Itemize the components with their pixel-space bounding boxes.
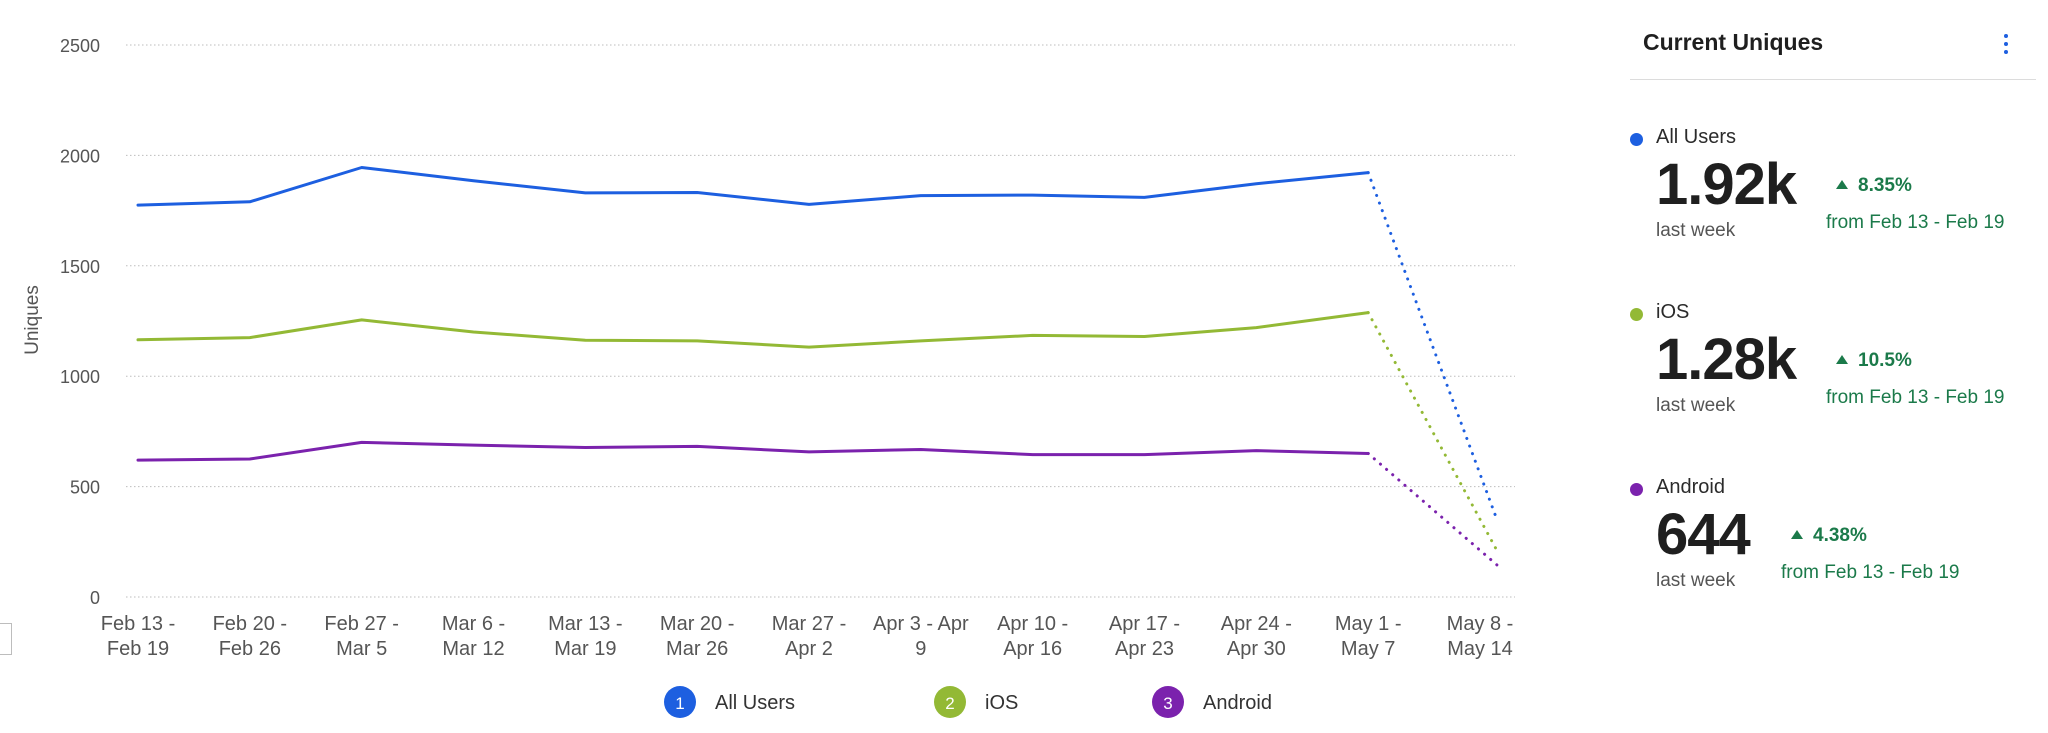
- series-dot-icon: [1630, 308, 1643, 321]
- x-tick-label: Feb 20 -Feb 26: [213, 613, 287, 660]
- y-axis-ticks: 0 500 1000 1500 2000 2500: [60, 36, 100, 608]
- metric-ios: iOS 1.28k last week 10.5% from Feb 13 - …: [1630, 299, 2036, 439]
- metric-name: Android: [1656, 476, 1725, 498]
- series-lines: [136, 166, 1499, 567]
- metric-change: 8.35%: [1836, 175, 1912, 197]
- chart-legend: 1 All Users 2 iOS 3 Android: [664, 686, 1272, 718]
- x-tick-label: Apr 10 -Apr 16: [997, 613, 1068, 660]
- x-tick-label: May 8 -May 14: [1447, 613, 1514, 660]
- metric-change: 10.5%: [1836, 350, 1912, 372]
- series-line-android: [136, 440, 1370, 462]
- uniques-line-chart: 0 500 1000 1500 2000 2500 Uniques Feb 13 -Feb…: [22, 36, 1515, 718]
- x-tick-label: Feb 13 -Feb 19: [101, 613, 175, 660]
- y-tick-label: 1000: [60, 367, 100, 387]
- metric-all-users: All Users 1.92k last week 8.35% from Feb…: [1630, 124, 2036, 264]
- metric-change-value: 4.38%: [1813, 525, 1867, 546]
- panel-title: Current Uniques: [1643, 29, 1824, 55]
- x-tick-label: Apr 3 - Apr 9: [873, 613, 969, 660]
- kebab-menu-icon[interactable]: [1998, 32, 2014, 58]
- legend-index: 1: [675, 694, 684, 713]
- legend-index-badge: [664, 686, 696, 718]
- series-projection-all-users: [1366, 171, 1499, 522]
- x-tick-label: Apr 17 -Apr 23: [1109, 613, 1180, 660]
- metric-change: 4.38%: [1791, 525, 1867, 547]
- legend-index: 2: [945, 694, 954, 713]
- y-tick-label: 500: [70, 478, 100, 498]
- y-tick-label: 2500: [60, 36, 100, 56]
- x-tick-label: Mar 27 -Apr 2: [772, 613, 846, 660]
- legend-label: All Users: [715, 692, 795, 714]
- series-line-ios: [136, 311, 1370, 349]
- y-axis-label: Uniques: [22, 285, 43, 355]
- metric-value: 1.28k: [1656, 327, 1797, 392]
- grid-lines: [126, 44, 1515, 598]
- collapse-handle[interactable]: [0, 623, 12, 655]
- triangle-up-icon: [1836, 180, 1848, 189]
- y-tick-label: 0: [90, 588, 100, 608]
- x-tick-label: Feb 27 -Mar 5: [324, 613, 398, 660]
- metric-period: last week: [1656, 220, 1736, 241]
- triangle-up-icon: [1836, 355, 1848, 364]
- metric-period: last week: [1656, 570, 1736, 591]
- x-tick-label: May 1 -May 7: [1335, 613, 1402, 660]
- metric-value: 1.92k: [1656, 152, 1797, 217]
- legend-label: Android: [1203, 692, 1272, 714]
- legend-index-badge: [1152, 686, 1184, 718]
- series-line-all-users: [136, 166, 1370, 207]
- y-tick-label: 1500: [60, 257, 100, 277]
- current-uniques-panel: Current Uniques All Users 1.92k last wee…: [1630, 0, 2040, 733]
- legend-index-badge: [934, 686, 966, 718]
- metric-name: iOS: [1656, 301, 1690, 323]
- metric-android: Android 644 last week 4.38% from Feb 13 …: [1630, 474, 2036, 614]
- x-tick-label: Mar 6 -Mar 12: [442, 613, 505, 660]
- series-dot-icon: [1630, 133, 1643, 146]
- legend-index: 3: [1163, 694, 1172, 713]
- series-dot-icon: [1630, 483, 1643, 496]
- metric-comparison: from Feb 13 - Feb 19: [1826, 387, 2005, 408]
- metric-comparison: from Feb 13 - Feb 19: [1781, 562, 1960, 583]
- x-tick-label: Apr 24 -Apr 30: [1221, 613, 1292, 660]
- x-tick-label: Mar 20 -Mar 26: [660, 613, 734, 660]
- x-tick-label: Mar 13 -Mar 19: [548, 613, 622, 660]
- metric-value: 644: [1656, 502, 1751, 567]
- panel-header: Current Uniques: [1630, 0, 2036, 80]
- x-axis-ticks: Feb 13 -Feb 19 Feb 20 -Feb 26 Feb 27 -Mar …: [101, 613, 1514, 660]
- legend-label: iOS: [985, 692, 1018, 714]
- metric-name: All Users: [1656, 126, 1737, 148]
- series-projection-ios: [1366, 311, 1499, 553]
- metric-change-value: 8.35%: [1858, 175, 1912, 196]
- metric-change-value: 10.5%: [1858, 350, 1912, 371]
- metric-period: last week: [1656, 395, 1736, 416]
- metric-comparison: from Feb 13 - Feb 19: [1826, 212, 2005, 233]
- triangle-up-icon: [1791, 530, 1803, 539]
- y-tick-label: 2000: [60, 146, 100, 166]
